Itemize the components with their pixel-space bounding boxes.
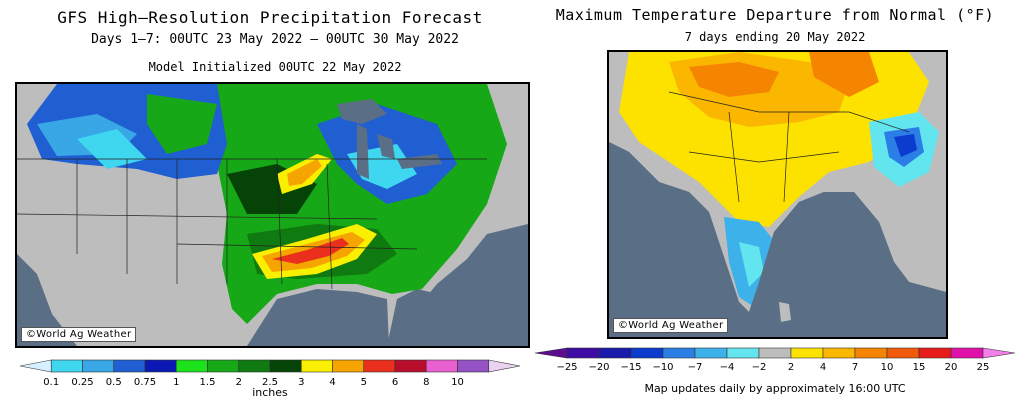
precip-tick-label: 2.5 [262, 377, 278, 388]
precip-tick-label: 3 [298, 377, 304, 388]
right-map-subtitle: 7 days ending 20 May 2022 [684, 30, 866, 44]
precip-color-3 [113, 359, 146, 373]
temp-color-2 [598, 347, 632, 359]
temp-tick-label: 2 [788, 362, 794, 373]
temp-tick-label: 20 [945, 362, 958, 373]
temp-tick-label: −15 [620, 362, 641, 373]
precip-color-5 [175, 359, 208, 373]
precip-tick-label: 10 [451, 377, 464, 388]
temp-color-6 [726, 347, 760, 359]
precip-color-10 [332, 359, 365, 373]
precip-tick-label: 2 [236, 377, 242, 388]
left-map-init: Model Initialized 00UTC 22 May 2022 [148, 60, 402, 74]
temp-tick-label: −20 [588, 362, 609, 373]
precip-color-2 [82, 359, 115, 373]
temp-tick-label: −2 [752, 362, 767, 373]
right-map-title: Maximum Temperature Departure from Norma… [555, 6, 995, 24]
temp-color-8 [790, 347, 824, 359]
temp-color-12 [918, 347, 952, 359]
temp-tick-label: 10 [881, 362, 894, 373]
precip-color-11 [363, 359, 396, 373]
temp-color-1 [566, 347, 600, 359]
precip-tick-label: 5 [361, 377, 367, 388]
temp-color-9 [822, 347, 856, 359]
temp-tick-label: 25 [977, 362, 990, 373]
temp-tick-label: −7 [688, 362, 703, 373]
temp-color-5 [694, 347, 728, 359]
temperature-departure-map: ©World Ag Weather [607, 50, 948, 339]
precip-tick-label: 6 [392, 377, 398, 388]
precip-tick-label: 0.75 [134, 377, 156, 388]
left-map-subtitle: Days 1–7: 00UTC 23 May 2022 – 00UTC 30 M… [91, 32, 459, 47]
temp-tick-label: −25 [556, 362, 577, 373]
right-credit: ©World Ag Weather [613, 318, 729, 333]
left-map-title: GFS High–Resolution Precipitation Foreca… [57, 8, 483, 27]
precipitation-map-graphic [17, 84, 528, 346]
precipitation-units: inches [252, 386, 288, 399]
temp-color-10 [854, 347, 888, 359]
update-note: Map updates daily by approximately 16:00… [644, 382, 906, 395]
precip-tick-label: 0.1 [43, 377, 59, 388]
temp-color-0 [534, 347, 568, 359]
precip-tick-label: 4 [329, 377, 335, 388]
precip-color-8 [269, 359, 302, 373]
temp-color-14 [982, 347, 1016, 359]
temp-color-7 [758, 347, 792, 359]
temperature-map-graphic [609, 52, 946, 337]
temp-color-13 [950, 347, 984, 359]
precip-color-7 [238, 359, 271, 373]
temp-tick-label: −10 [652, 362, 673, 373]
precip-color-4 [144, 359, 177, 373]
precip-tick-label: 0.5 [106, 377, 122, 388]
precipitation-map: ©World Ag Weather [15, 82, 530, 348]
temp-color-3 [630, 347, 664, 359]
temp-color-4 [662, 347, 696, 359]
precip-color-13 [425, 359, 458, 373]
left-credit: ©World Ag Weather [21, 327, 137, 342]
precip-tick-label: 1 [173, 377, 179, 388]
temp-color-11 [886, 347, 920, 359]
precip-tick-label: 1.5 [200, 377, 216, 388]
precip-color-6 [207, 359, 240, 373]
precip-tick-label: 0.25 [71, 377, 93, 388]
precip-color-0 [19, 359, 52, 373]
precip-color-9 [300, 359, 333, 373]
temperature-legend: −25 −20 −15 −10 −7 −4 −2 2 4 7 10 15 20 25 [534, 347, 1016, 373]
precipitation-legend: 0.1 0.25 0.5 0.75 1 1.5 2 2.5 3 4 5 6 8 10 [19, 359, 521, 388]
precip-color-14 [457, 359, 490, 373]
precip-color-1 [50, 359, 83, 373]
precip-color-15 [488, 359, 521, 373]
temp-tick-label: −4 [720, 362, 735, 373]
temp-tick-label: 15 [913, 362, 926, 373]
precip-color-12 [394, 359, 427, 373]
precip-tick-label: 8 [423, 377, 429, 388]
temp-tick-label: 4 [820, 362, 826, 373]
temp-tick-label: 7 [852, 362, 858, 373]
